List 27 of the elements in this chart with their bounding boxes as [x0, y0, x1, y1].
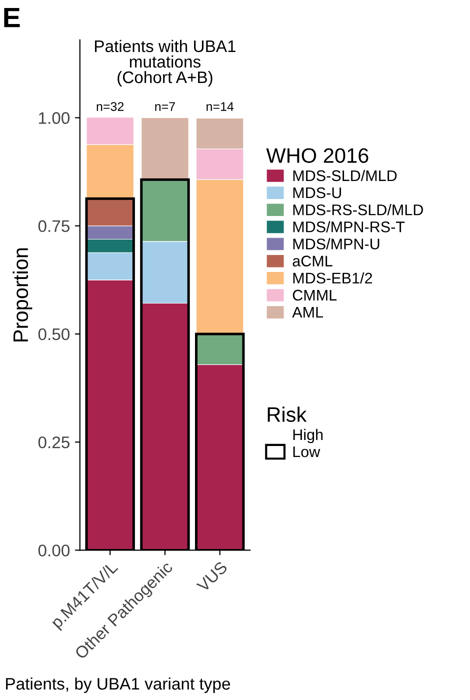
text: E — [4, 8, 20, 28]
text: High — [293, 428, 323, 444]
y-tick-label: 0.75 — [38, 220, 70, 232]
y-tick-label: 0.00 — [38, 544, 70, 556]
x-tick-label: VUS — [196, 560, 228, 593]
legend-label: aCML — [292, 256, 332, 266]
y-tick-label: 0.25 — [38, 436, 70, 448]
annotation: n=32 — [96, 102, 124, 111]
annotation: n=7 — [155, 102, 175, 111]
legend-label: MDS-U — [293, 187, 342, 198]
y-tick-label: 0.50 — [38, 328, 70, 340]
legend-label: MDS/MPN-U — [293, 238, 380, 250]
legend-title: WHO 2016 — [266, 148, 368, 163]
legend-label: MDS-SLD/MLD — [293, 170, 397, 182]
legend-label: MDS-RS-SLD/MLD — [293, 204, 423, 216]
text: Patients with UBA1 mutations (Cohort A+B) — [95, 40, 236, 86]
bar — [141, 117, 189, 180]
legend-label: Low — [293, 446, 320, 458]
legend-label: AML — [292, 307, 324, 318]
y-tick-label: 1.00 — [39, 112, 70, 124]
x-axis-title: Patients, by UBA1 variant type — [6, 677, 230, 693]
annotation: n=14 — [206, 102, 234, 111]
legend-label: MDS-EB1/2 — [293, 272, 372, 284]
legend-label: CMML — [292, 290, 337, 301]
y-axis-title: Proportion — [12, 248, 32, 342]
legend-label: MDS/MPN-RS-T — [293, 221, 405, 232]
legend-title: Risk — [268, 406, 307, 422]
